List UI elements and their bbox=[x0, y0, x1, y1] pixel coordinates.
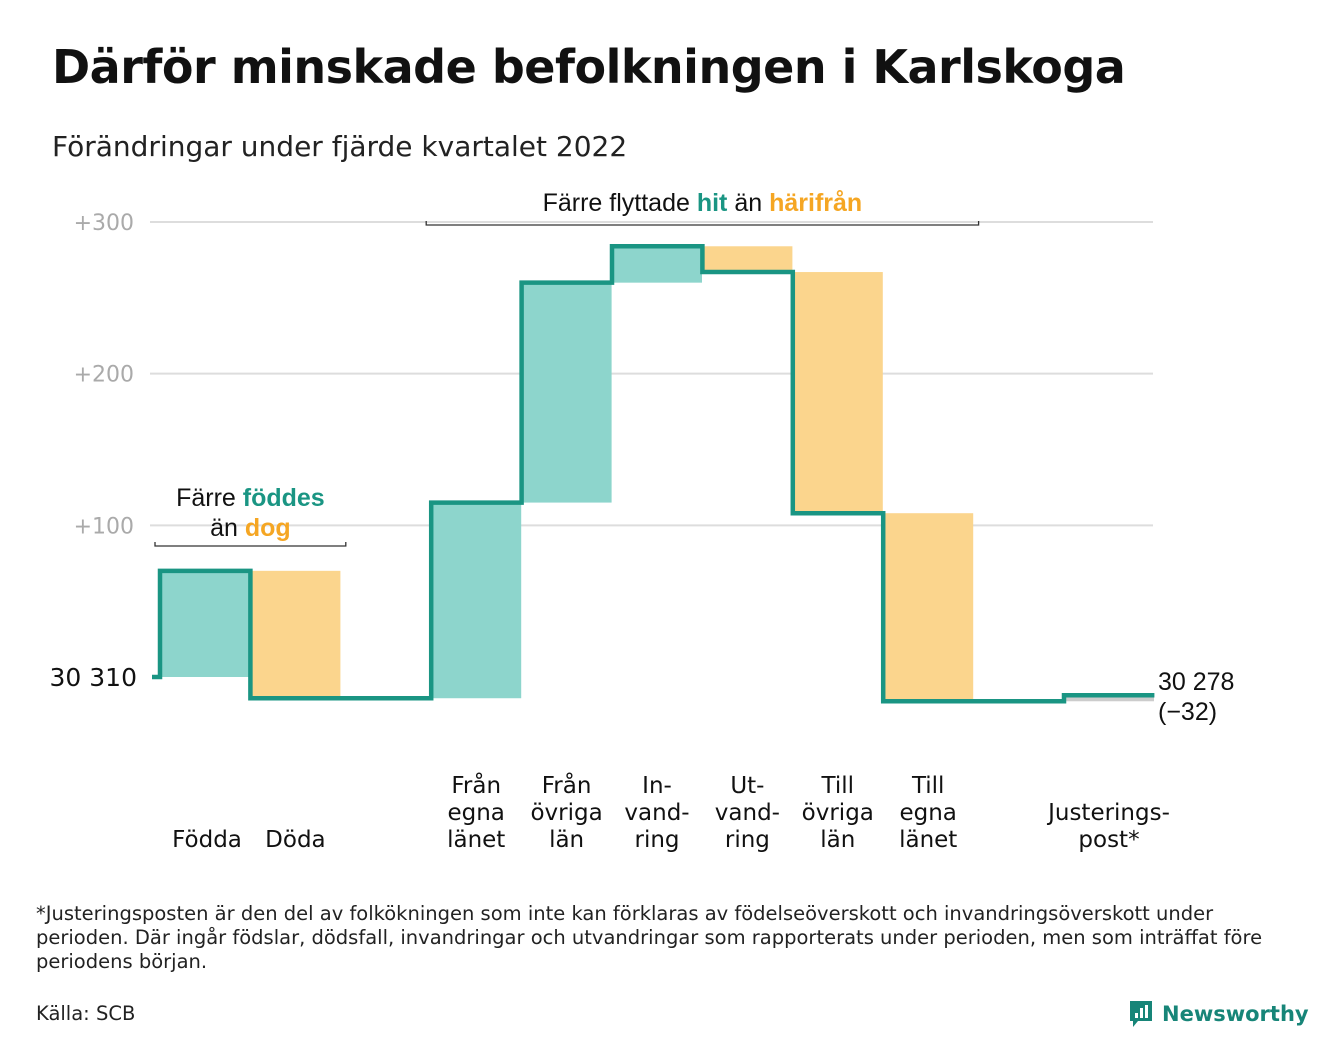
category-label-line: ring bbox=[725, 827, 770, 853]
y-tick-label: +200 bbox=[74, 363, 134, 388]
y-tick-label: +100 bbox=[74, 514, 134, 539]
category-label-line: vand- bbox=[624, 800, 689, 826]
category-label-line: In- bbox=[642, 773, 672, 799]
annotation-segment: hit bbox=[697, 189, 728, 217]
newsworthy-logo: Newsworthy bbox=[1128, 998, 1309, 1030]
category-label-line: Döda bbox=[265, 827, 325, 853]
category-label-line: övriga bbox=[530, 800, 602, 826]
category-label-line: Födda bbox=[172, 827, 242, 853]
annotation-text: än dog bbox=[210, 514, 291, 542]
y-tick-label: +300 bbox=[74, 211, 134, 236]
end-change-label: (−32) bbox=[1158, 698, 1217, 726]
footnote: *Justeringsposten är den del av folkökni… bbox=[36, 902, 1263, 973]
bars bbox=[160, 246, 1154, 702]
category-label-line: län bbox=[549, 827, 584, 853]
annotation-segment: än bbox=[210, 514, 245, 542]
chart-labels: +100 +200 +300 30 310 30 278(−32) Födda Döda Fr… bbox=[50, 211, 1235, 853]
chart-bubble-icon bbox=[1130, 1001, 1152, 1027]
waterfall-chart: +100 +200 +300 30 310 30 278(−32) Födda Döda Fr… bbox=[50, 189, 1235, 853]
logo-text: Newsworthy bbox=[1162, 1002, 1309, 1026]
category-label: Från egna länet bbox=[447, 771, 505, 853]
source-note: Källa: SCB bbox=[36, 1002, 136, 1025]
waterfall-bar bbox=[431, 502, 522, 699]
category-label-line: egna bbox=[447, 800, 504, 826]
category-label: In-vand-ring bbox=[624, 773, 689, 853]
start-value-label: 30 310 bbox=[50, 663, 137, 692]
annotation-text: Färre föddes bbox=[176, 484, 325, 512]
waterfall-bar bbox=[612, 246, 702, 283]
annotation-segment: dog bbox=[245, 514, 291, 542]
category-label-line: Till bbox=[821, 773, 855, 799]
end-value-label: 30 278 bbox=[1158, 668, 1234, 696]
category-label-line: Ut- bbox=[730, 773, 764, 799]
category-label: Döda bbox=[265, 827, 325, 853]
category-label: Till egna länet bbox=[899, 773, 957, 853]
waterfall-bar bbox=[702, 246, 793, 273]
category-label-line: Justerings- bbox=[1046, 800, 1170, 826]
category-label-line: län bbox=[820, 827, 855, 853]
chart-title: Därför minskade befolkningen i Karlskoga bbox=[52, 40, 1126, 94]
annotation-segment: härifrån bbox=[769, 189, 862, 217]
category-label-line: länet bbox=[447, 827, 505, 853]
annotation-segment: än bbox=[727, 189, 769, 217]
grid-lines bbox=[150, 221, 1153, 527]
waterfall-bar bbox=[792, 272, 883, 514]
waterfall-bar bbox=[883, 513, 974, 702]
category-label-line: länet bbox=[899, 827, 957, 853]
total-line bbox=[152, 244, 1155, 704]
annotation-segment: Färre flyttade bbox=[543, 189, 697, 217]
category-label-line: övriga bbox=[802, 800, 874, 826]
waterfall-bar bbox=[250, 570, 341, 699]
category-label-line: post* bbox=[1078, 827, 1139, 853]
category-label: Från övriga län bbox=[530, 771, 602, 853]
category-label-line: ring bbox=[634, 827, 679, 853]
waterfall-bar bbox=[1064, 695, 1154, 702]
category-label: Födda bbox=[172, 827, 242, 853]
category-label: Till övriga län bbox=[802, 773, 874, 853]
annotation-segment: föddes bbox=[243, 484, 325, 512]
category-label-line: vand- bbox=[715, 800, 780, 826]
annotation-bracket bbox=[154, 542, 347, 547]
chart-subtitle: Förändringar under fjärde kvartalet 2022 bbox=[52, 130, 628, 163]
category-label-line: Från bbox=[542, 771, 592, 799]
category-label-line: Till bbox=[911, 773, 945, 799]
waterfall-bar bbox=[160, 570, 250, 677]
category-label: Ut-vand-ring bbox=[715, 773, 780, 853]
waterfall-bar bbox=[521, 282, 612, 503]
annotation-segment: Färre bbox=[176, 484, 243, 512]
category-label: Justerings-post* bbox=[1046, 800, 1170, 853]
category-label-line: Från bbox=[451, 771, 501, 799]
category-label-line: egna bbox=[899, 800, 956, 826]
running-total-line bbox=[152, 244, 1155, 704]
annotation-text: Färre flyttade hit än härifrån bbox=[543, 189, 863, 217]
annotation-bracket bbox=[425, 221, 980, 226]
